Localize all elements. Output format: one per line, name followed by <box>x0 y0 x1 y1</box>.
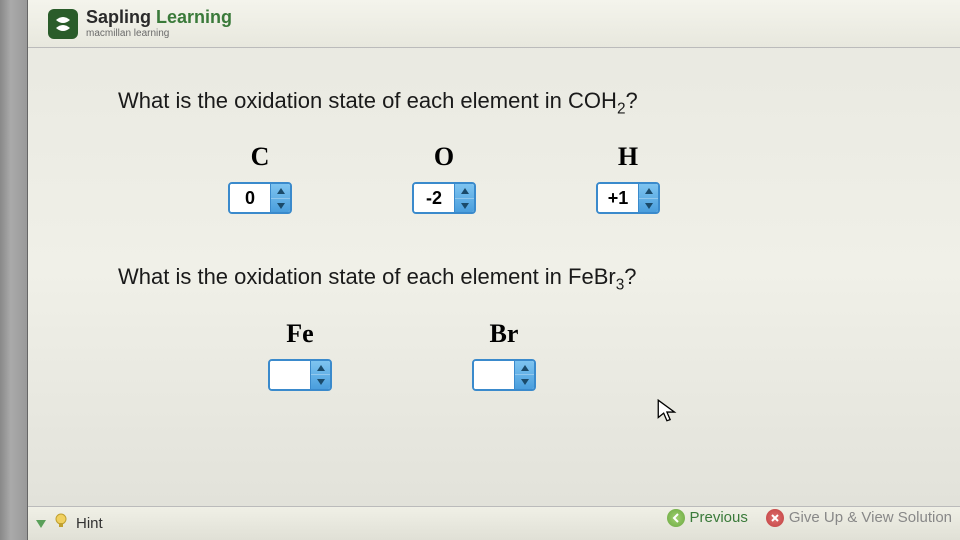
hint-button[interactable]: Hint <box>36 512 103 535</box>
stepper-down-icon[interactable] <box>639 199 658 213</box>
give-up-button[interactable]: Give Up & View Solution <box>766 509 952 527</box>
footer-bar: Hint Previous Give Up & View Solution <box>28 506 960 540</box>
hint-label: Hint <box>76 515 103 532</box>
brand-subtitle: macmillan learning <box>86 28 232 39</box>
footer-right: Previous Give Up & View Solution <box>667 509 953 527</box>
header-bar: Sapling Learning macmillan learning <box>28 0 960 48</box>
question-2-inputs: Fe Br <box>268 319 900 391</box>
stepper-down-icon[interactable] <box>271 199 290 213</box>
element-label: O <box>434 142 454 172</box>
stepper-arrows <box>310 361 330 389</box>
stepper-up-icon[interactable] <box>515 361 534 376</box>
element-label: C <box>251 142 270 172</box>
stepper-down-icon[interactable] <box>455 199 474 213</box>
brand-logo <box>48 9 78 39</box>
stepper-value[interactable] <box>474 361 514 389</box>
stepper-down-icon[interactable] <box>515 375 534 389</box>
question-1-inputs: C 0 O -2 H +1 <box>228 142 900 214</box>
previous-button[interactable]: Previous <box>667 509 748 527</box>
stepper-up-icon[interactable] <box>271 184 290 199</box>
stepper-arrows <box>514 361 534 389</box>
stepper-value[interactable]: -2 <box>414 184 454 212</box>
oxidation-stepper-br[interactable] <box>472 359 536 391</box>
content-area: What is the oxidation state of each elem… <box>28 48 960 506</box>
oxidation-stepper-o[interactable]: -2 <box>412 182 476 214</box>
element-col-br: Br <box>472 319 536 391</box>
stepper-down-icon[interactable] <box>311 375 330 389</box>
previous-icon <box>667 509 685 527</box>
stepper-arrows <box>454 184 474 212</box>
oxidation-stepper-c[interactable]: 0 <box>228 182 292 214</box>
stepper-value[interactable]: 0 <box>230 184 270 212</box>
stepper-up-icon[interactable] <box>639 184 658 199</box>
element-label: H <box>618 142 638 172</box>
question-2-text: What is the oxidation state of each elem… <box>118 264 900 294</box>
stepper-arrows <box>638 184 658 212</box>
stepper-value[interactable]: +1 <box>598 184 638 212</box>
element-col-o: O -2 <box>412 142 476 214</box>
element-col-c: C 0 <box>228 142 292 214</box>
element-col-h: H +1 <box>596 142 660 214</box>
element-col-fe: Fe <box>268 319 332 391</box>
previous-label: Previous <box>690 509 748 526</box>
oxidation-stepper-fe[interactable] <box>268 359 332 391</box>
stepper-arrows <box>270 184 290 212</box>
brand-text: Sapling Learning macmillan learning <box>86 8 232 39</box>
give-up-icon <box>766 509 784 527</box>
element-label: Br <box>490 319 519 349</box>
question-1-text: What is the oxidation state of each elem… <box>118 88 900 118</box>
collapse-down-icon <box>36 520 46 528</box>
window-left-border <box>0 0 28 540</box>
stepper-value[interactable] <box>270 361 310 389</box>
stepper-up-icon[interactable] <box>311 361 330 376</box>
oxidation-stepper-h[interactable]: +1 <box>596 182 660 214</box>
element-label: Fe <box>286 319 313 349</box>
brand-name-2: Learning <box>156 7 232 27</box>
stepper-up-icon[interactable] <box>455 184 474 199</box>
brand-name-1: Sapling <box>86 7 151 27</box>
give-up-label: Give Up & View Solution <box>789 509 952 526</box>
lightbulb-icon <box>52 512 70 535</box>
